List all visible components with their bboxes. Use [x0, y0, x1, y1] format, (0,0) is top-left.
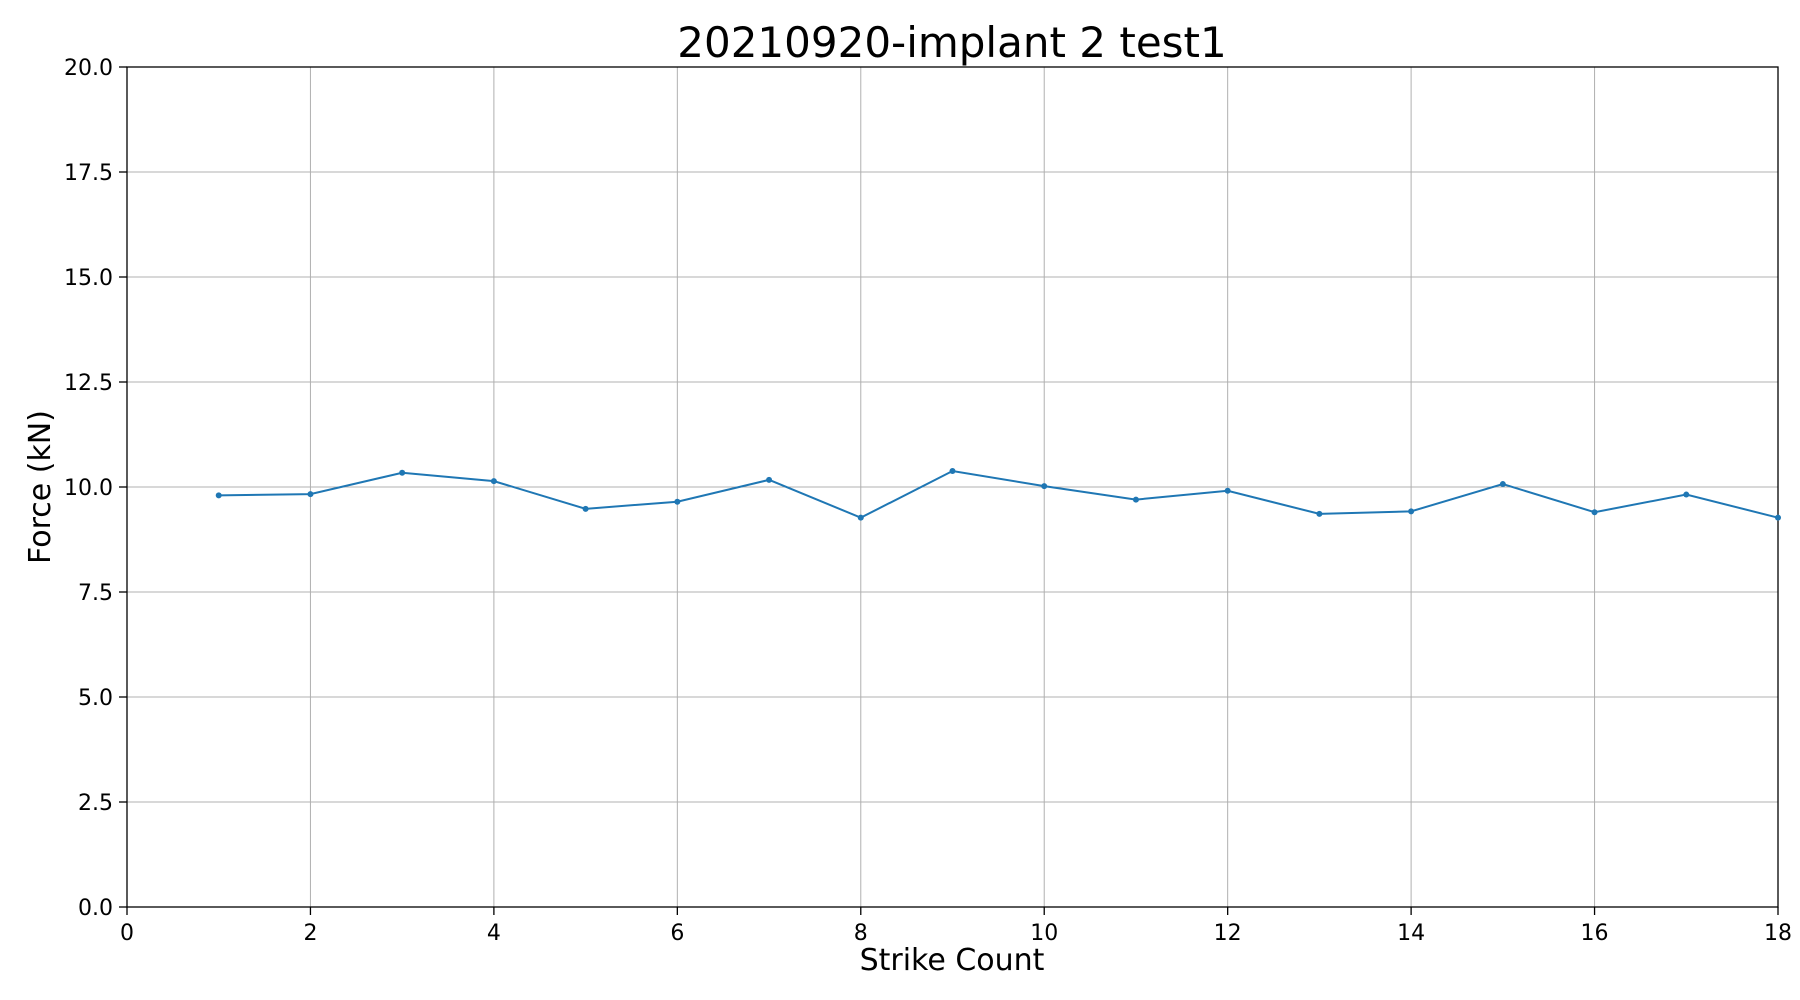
x-tick-label: 16 — [1581, 921, 1609, 946]
data-point — [307, 491, 314, 498]
y-tick-label: 15.0 — [64, 266, 113, 291]
x-tick-label: 4 — [487, 921, 501, 946]
y-tick-label: 20.0 — [64, 56, 113, 81]
data-point — [1775, 514, 1781, 521]
x-tick-label: 6 — [670, 921, 684, 946]
x-axis-label: Strike Count — [860, 943, 1045, 978]
y-tick-label: 17.5 — [64, 161, 113, 186]
data-point — [766, 476, 773, 483]
data-point — [1316, 510, 1323, 517]
series-line — [218, 469, 1779, 519]
y-tick-label: 5.0 — [78, 686, 113, 711]
y-tick-label: 2.5 — [78, 791, 113, 816]
y-tick-label: 0.0 — [78, 896, 113, 921]
data-point — [582, 505, 589, 512]
data-point — [1041, 483, 1048, 490]
data-point — [674, 498, 681, 505]
data-point — [949, 468, 956, 475]
data-point — [1683, 491, 1690, 498]
data-point — [857, 514, 864, 521]
data-point — [1132, 496, 1139, 503]
x-tick-label: 10 — [1030, 921, 1058, 946]
x-tick-label: 8 — [854, 921, 868, 946]
axis-ticks: 0 2 4 6 8 10 12 14 16 18 0.0 2.5 5.0 7.5 10.0 12.5 15.0 1… — [64, 56, 1792, 946]
data-point — [490, 478, 497, 485]
y-axis-label: Force (kN) — [23, 410, 58, 564]
x-tick-label: 0 — [120, 921, 134, 946]
data-point — [1408, 508, 1415, 515]
y-tick-label: 7.5 — [78, 581, 113, 606]
data-point — [1591, 509, 1598, 516]
data-point — [399, 469, 406, 476]
data-point — [215, 492, 222, 499]
data-point — [1224, 487, 1231, 494]
y-tick-label: 10.0 — [64, 476, 113, 501]
series — [215, 468, 1781, 521]
y-tick-label: 12.5 — [64, 371, 113, 396]
x-tick-label: 2 — [303, 921, 317, 946]
grid — [126, 66, 1779, 908]
data-point — [1499, 481, 1506, 488]
x-tick-label: 14 — [1397, 921, 1425, 946]
x-tick-label: 18 — [1764, 921, 1792, 946]
x-tick-label: 12 — [1214, 921, 1242, 946]
chart-title: 20210920-implant 2 test1 — [677, 18, 1226, 67]
